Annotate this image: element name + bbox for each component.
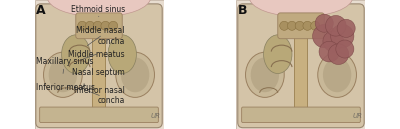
Ellipse shape (251, 57, 279, 92)
Text: Middle nasal
concha: Middle nasal concha (76, 26, 125, 46)
Text: A: A (36, 4, 46, 17)
Ellipse shape (249, 0, 352, 17)
Circle shape (288, 21, 296, 30)
Ellipse shape (323, 57, 351, 92)
FancyBboxPatch shape (92, 31, 106, 111)
Circle shape (78, 21, 87, 30)
FancyBboxPatch shape (36, 4, 162, 128)
Text: Inferior meatus: Inferior meatus (36, 83, 95, 92)
Ellipse shape (49, 57, 77, 92)
Ellipse shape (121, 57, 149, 92)
Circle shape (315, 14, 333, 32)
Ellipse shape (264, 35, 292, 74)
Circle shape (303, 21, 312, 30)
Circle shape (280, 21, 289, 30)
Circle shape (337, 19, 355, 37)
Text: UR: UR (353, 113, 363, 119)
FancyBboxPatch shape (34, 0, 164, 129)
Circle shape (323, 31, 344, 52)
Circle shape (101, 21, 110, 30)
Text: Maxillary sinus: Maxillary sinus (36, 57, 93, 73)
Ellipse shape (246, 52, 284, 97)
Text: Ethmoid sinus: Ethmoid sinus (70, 5, 125, 17)
Circle shape (313, 25, 336, 48)
Circle shape (331, 25, 354, 48)
FancyBboxPatch shape (242, 107, 360, 123)
Circle shape (109, 21, 118, 30)
FancyBboxPatch shape (278, 13, 324, 39)
Circle shape (319, 41, 340, 62)
Text: Inferior nasal
concha: Inferior nasal concha (74, 86, 125, 105)
Ellipse shape (318, 52, 356, 97)
FancyBboxPatch shape (40, 107, 158, 123)
Circle shape (326, 15, 346, 36)
Circle shape (311, 21, 320, 30)
Text: UR: UR (151, 113, 161, 119)
Circle shape (295, 21, 304, 30)
FancyBboxPatch shape (238, 4, 364, 128)
FancyBboxPatch shape (294, 31, 308, 111)
Circle shape (336, 40, 354, 58)
FancyBboxPatch shape (236, 0, 366, 129)
Circle shape (93, 21, 102, 30)
Ellipse shape (62, 35, 90, 74)
Text: Middle meatus: Middle meatus (68, 50, 125, 59)
Text: B: B (238, 4, 247, 17)
Text: Nasal septum: Nasal septum (72, 68, 125, 77)
Ellipse shape (108, 35, 136, 74)
Circle shape (328, 44, 349, 64)
Ellipse shape (116, 52, 154, 97)
FancyBboxPatch shape (76, 13, 122, 39)
Ellipse shape (44, 52, 82, 97)
Circle shape (86, 21, 94, 30)
Ellipse shape (48, 0, 151, 17)
